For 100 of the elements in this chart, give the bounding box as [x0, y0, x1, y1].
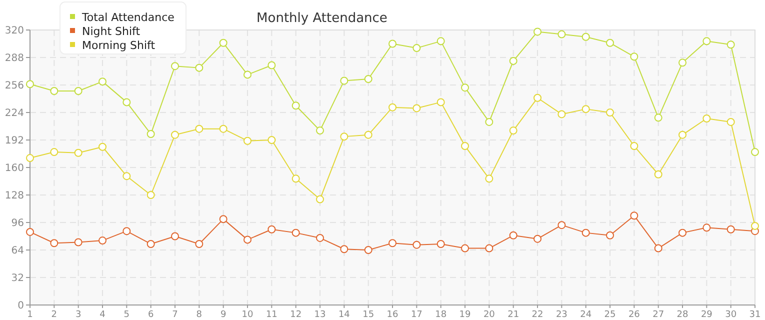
point — [292, 174, 300, 183]
point — [412, 44, 421, 52]
point — [582, 32, 590, 41]
point — [654, 114, 662, 122]
x-tick-label: 4 — [100, 310, 106, 320]
x-tick-label: 27 — [652, 310, 664, 320]
point — [751, 222, 759, 230]
point — [678, 228, 686, 237]
point — [268, 61, 276, 70]
y-tick-label: 32 — [11, 273, 24, 284]
x-tick-label: 8 — [196, 310, 202, 320]
x-tick-label: 14 — [338, 310, 350, 320]
point — [558, 30, 566, 38]
x-tick-label: 18 — [435, 310, 447, 320]
point — [26, 80, 34, 88]
x-tick-label: 1 — [27, 310, 33, 320]
point — [558, 110, 566, 118]
point — [316, 234, 324, 242]
point — [316, 195, 324, 204]
point — [219, 38, 228, 47]
point — [244, 136, 252, 145]
point — [364, 130, 372, 139]
point — [509, 126, 518, 135]
point — [412, 104, 421, 112]
point — [630, 142, 638, 150]
x-tick-label: 24 — [580, 310, 592, 320]
point — [436, 37, 445, 46]
point — [388, 40, 396, 48]
point — [702, 224, 711, 232]
x-tick-label: 20 — [483, 310, 496, 320]
point — [678, 58, 686, 67]
legend-label: Morning Shift — [82, 38, 156, 52]
point — [654, 170, 662, 178]
point — [485, 244, 494, 252]
point — [654, 244, 662, 252]
legend-label: Total Attendance — [81, 10, 175, 24]
point — [364, 246, 372, 254]
point — [485, 174, 494, 183]
point — [436, 98, 445, 106]
x-tick-label: 23 — [556, 310, 568, 320]
point — [50, 87, 58, 96]
point — [98, 78, 106, 86]
point — [50, 148, 58, 156]
y-tick-label: 128 — [4, 190, 24, 202]
point — [171, 130, 179, 139]
y-tick-label: 96 — [11, 218, 24, 229]
point — [461, 244, 469, 252]
point — [726, 225, 735, 234]
point — [219, 124, 228, 133]
point — [74, 148, 82, 157]
x-tick-label: 26 — [628, 310, 640, 320]
x-tick-label: 13 — [314, 310, 326, 320]
point — [726, 40, 735, 49]
point — [751, 148, 759, 156]
y-tick-label: 224 — [4, 108, 24, 119]
point — [340, 245, 348, 254]
point — [630, 52, 638, 61]
point — [534, 28, 542, 36]
point — [195, 124, 204, 133]
point — [219, 215, 228, 224]
point — [50, 239, 58, 248]
point — [26, 228, 34, 236]
x-tick-label: 6 — [148, 310, 154, 320]
point — [340, 76, 348, 85]
point — [292, 228, 300, 237]
point — [340, 132, 348, 141]
point — [534, 94, 542, 102]
point — [268, 225, 276, 234]
x-tick-label: 10 — [242, 310, 254, 320]
x-tick-label: 31 — [749, 310, 761, 320]
point — [26, 154, 34, 162]
point — [122, 227, 131, 236]
y-tick-label: 160 — [4, 163, 24, 174]
point — [606, 38, 614, 47]
point — [74, 87, 82, 96]
point — [485, 118, 494, 126]
y-tick-label: 64 — [11, 246, 24, 256]
point — [122, 172, 131, 180]
x-tick-label: 2 — [51, 310, 58, 320]
point — [582, 105, 590, 114]
point — [98, 236, 106, 245]
x-tick-label: 30 — [725, 310, 737, 320]
point — [678, 130, 686, 139]
point — [461, 142, 469, 150]
x-tick-label: 22 — [532, 310, 544, 320]
point — [195, 64, 204, 72]
x-tick-label: 16 — [386, 310, 398, 320]
point — [509, 56, 518, 65]
point — [388, 239, 396, 248]
chart-title: Monthly Attendance — [256, 11, 388, 26]
x-tick-label: 28 — [676, 310, 688, 320]
point — [582, 228, 590, 237]
point — [292, 102, 300, 110]
point — [122, 98, 131, 106]
point — [171, 62, 179, 70]
point — [509, 231, 518, 240]
point — [316, 126, 324, 135]
point — [268, 136, 276, 144]
x-tick-label: 15 — [362, 310, 374, 320]
x-tick-label: 9 — [220, 310, 226, 320]
